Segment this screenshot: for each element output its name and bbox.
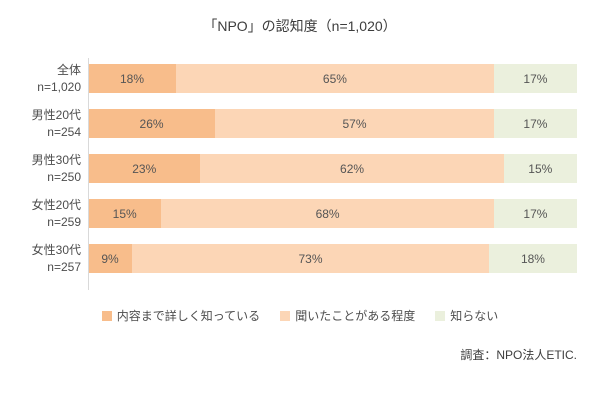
bar-segment-3: 17% xyxy=(493,109,577,138)
bar-row: 女性20代 n=259 15% 68% 17% xyxy=(0,191,600,236)
bar-segment-3: 18% xyxy=(488,244,577,273)
legend-label: 内容まで詳しく知っている xyxy=(116,309,261,323)
stacked-bar: 18% 65% 17% xyxy=(88,64,577,93)
bar-rows: 全体 n=1,020 18% 65% 17% 男性20代 n=254 26% 57% 17% 男性3… xyxy=(0,56,600,281)
bar-segment-2: 68% xyxy=(161,199,494,228)
category-label: 男性30代 n=250 xyxy=(31,152,81,184)
legend-label: 聞いたことがある程度 xyxy=(295,309,416,323)
bar-segment-1: 9% xyxy=(88,244,132,273)
source-credit: 調査：NPO法人ETIC. xyxy=(460,348,577,362)
bar-segment-2: 73% xyxy=(132,244,489,273)
legend-label: 知らない xyxy=(450,309,499,323)
bar-segment-1: 15% xyxy=(88,199,162,228)
stacked-bar: 15% 68% 17% xyxy=(88,199,577,228)
legend: 内容まで詳しく知っている 聞いたことがある程度 知らない xyxy=(0,307,600,324)
plot-area: 全体 n=1,020 18% 65% 17% 男性20代 n=254 26% 57% 17% 男性3… xyxy=(0,56,600,290)
bar-segment-2: 62% xyxy=(200,154,504,183)
category-label: 男性20代 n=254 xyxy=(31,107,81,139)
bar-segment-2: 57% xyxy=(215,109,494,138)
chart-container: 「NPO」の認知度（n=1,020） 全体 n=1,020 18% 65% 17% 男性2… xyxy=(0,16,600,363)
bar-row: 男性20代 n=254 26% 57% 17% xyxy=(0,101,600,146)
legend-item: 知らない xyxy=(435,307,498,324)
stacked-bar: 26% 57% 17% xyxy=(88,109,577,138)
bar-segment-1: 18% xyxy=(88,64,177,93)
bar-row: 男性30代 n=250 23% 62% 15% xyxy=(0,146,600,191)
legend-item: 聞いたことがある程度 xyxy=(280,307,415,324)
legend-swatch-icon xyxy=(435,310,446,321)
category-label: 女性20代 n=259 xyxy=(31,197,81,229)
category-label: 全体 n=1,020 xyxy=(37,62,81,94)
stacked-bar: 9% 73% 18% xyxy=(88,244,577,273)
bar-segment-1: 23% xyxy=(88,154,201,183)
bar-segment-1: 26% xyxy=(88,109,216,138)
bar-row: 女性30代 n=257 9% 73% 18% xyxy=(0,236,600,281)
legend-swatch-icon xyxy=(280,310,291,321)
bar-segment-3: 17% xyxy=(493,199,577,228)
bar-segment-2: 65% xyxy=(176,64,494,93)
category-label: 女性30代 n=257 xyxy=(31,242,81,274)
legend-item: 内容まで詳しく知っている xyxy=(101,307,261,324)
bar-segment-3: 17% xyxy=(493,64,577,93)
bar-segment-3: 15% xyxy=(503,154,577,183)
chart-title: 「NPO」の認知度（n=1,020） xyxy=(203,18,397,34)
y-axis-line xyxy=(88,58,89,290)
legend-swatch-icon xyxy=(101,310,112,321)
bar-row: 全体 n=1,020 18% 65% 17% xyxy=(0,56,600,101)
stacked-bar: 23% 62% 15% xyxy=(88,154,577,183)
